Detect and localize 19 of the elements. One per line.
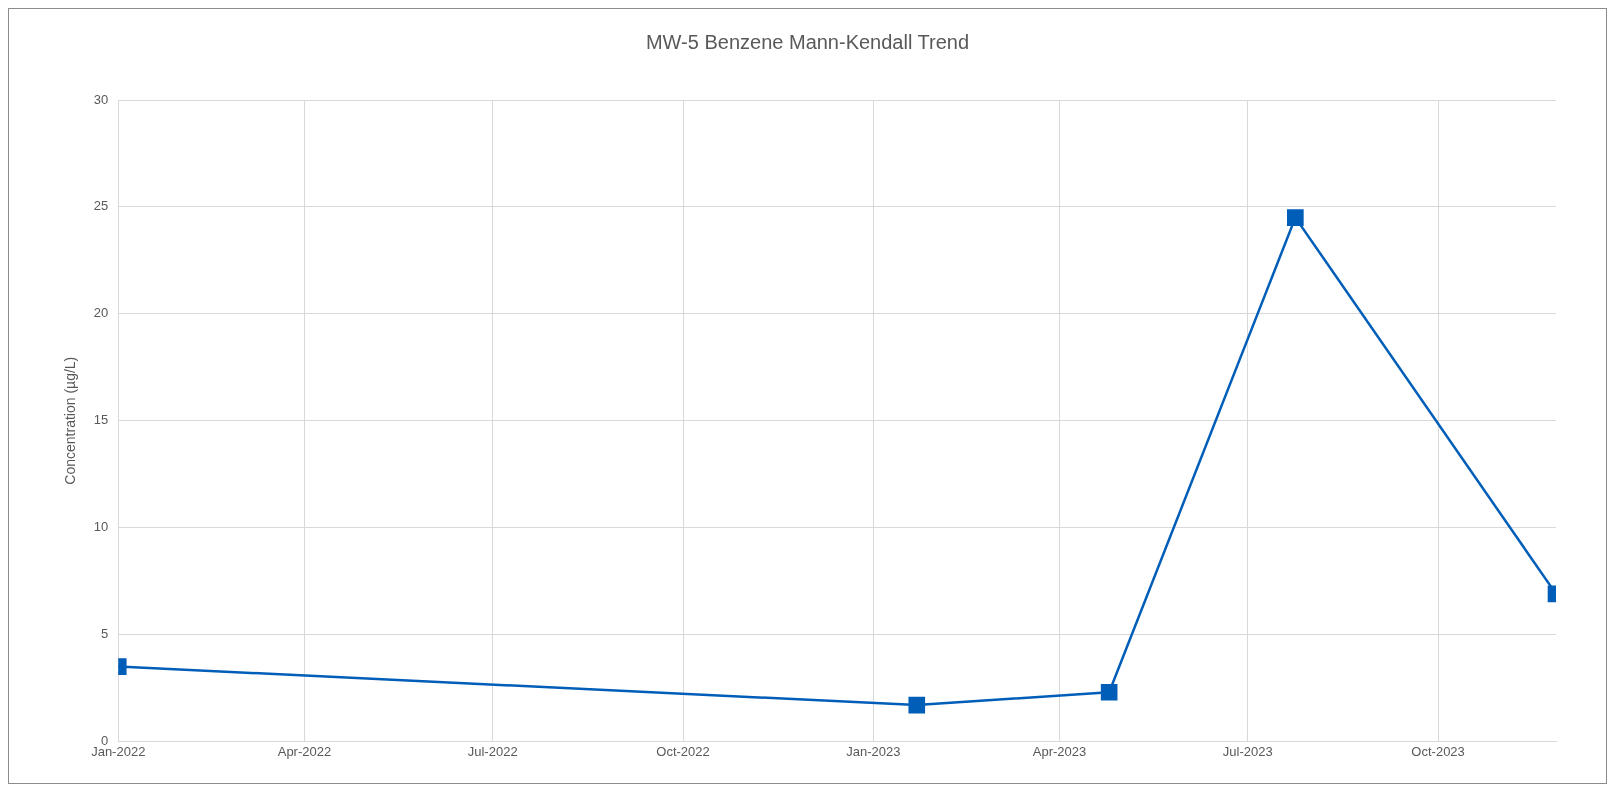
x-tick-label: Oct-2023 [1411, 743, 1465, 759]
x-tick-label: Apr-2022 [277, 743, 332, 759]
point [908, 696, 926, 714]
x-tick-label: Oct-2022 [656, 743, 710, 759]
y-axis-title: Concentration (µg/L) [62, 356, 79, 485]
x-tick-label: Apr-2023 [1032, 743, 1087, 759]
point [1100, 683, 1118, 701]
y-tick-label: 5 [101, 626, 109, 642]
y-tick-label: 20 [93, 305, 109, 321]
x-tick-label: Jan-2023 [846, 743, 901, 759]
point [1287, 209, 1304, 226]
y-tick-label: 10 [93, 519, 109, 535]
chart-title: MW-5 Benzene Mann-Kendall Trend [645, 30, 970, 53]
y-tick-label: 0 [101, 732, 109, 748]
x-tick-label: Jul-2022 [467, 743, 518, 759]
x-tick-label: Jul-2023 [1222, 743, 1273, 759]
y-tick-label: 30 [93, 91, 109, 107]
y-tick-label: 15 [93, 412, 109, 428]
y-tick-label: 25 [93, 198, 109, 214]
